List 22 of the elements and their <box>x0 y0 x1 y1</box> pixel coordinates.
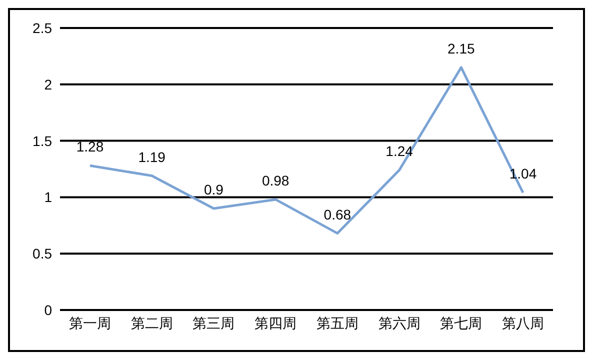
data-label: 1.04 <box>509 166 537 182</box>
y-tick-label: 1.5 <box>32 132 52 149</box>
data-label: 2.15 <box>448 40 475 56</box>
x-tick-label: 第四周 <box>254 314 297 331</box>
x-tick-label: 第六周 <box>378 314 420 331</box>
x-tick-label: 第七周 <box>440 314 482 331</box>
y-tick-label: 2 <box>44 76 52 92</box>
data-label: 0.68 <box>324 206 352 222</box>
data-label: 1.24 <box>386 143 414 160</box>
y-tick-label: 2.5 <box>32 20 52 36</box>
y-tick-label: 1 <box>44 189 52 206</box>
x-tick-label: 第二周 <box>130 314 173 331</box>
x-tick-label: 第一周 <box>69 314 111 331</box>
x-tick-label: 第三周 <box>192 314 235 331</box>
x-tick-label: 第五周 <box>316 314 358 331</box>
y-tick-label: 0.5 <box>32 246 52 262</box>
x-tick-label: 第八周 <box>502 314 544 331</box>
data-label: 1.28 <box>76 138 104 155</box>
data-label: 1.19 <box>138 148 166 165</box>
y-tick-label: 0 <box>44 302 52 318</box>
data-label: 0.98 <box>262 172 290 188</box>
data-label: 0.9 <box>204 181 224 198</box>
